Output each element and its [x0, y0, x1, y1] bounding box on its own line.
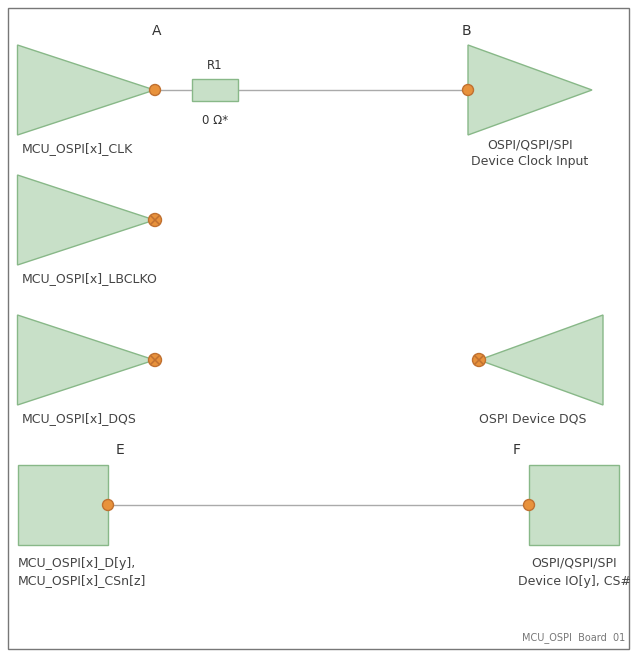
Circle shape [148, 214, 162, 227]
Polygon shape [468, 45, 592, 135]
Text: OSPI Device DQS: OSPI Device DQS [479, 412, 587, 425]
Text: MCU_OSPI[x]_CLK: MCU_OSPI[x]_CLK [22, 142, 133, 155]
Bar [529, 465, 619, 545]
Polygon shape [17, 45, 155, 135]
Polygon shape [479, 315, 603, 405]
Text: A: A [152, 24, 162, 38]
Text: R1: R1 [207, 59, 223, 72]
Polygon shape [17, 315, 155, 405]
Bar [192, 79, 238, 101]
Text: MCU_OSPI[x]_LBCLKO: MCU_OSPI[x]_LBCLKO [22, 272, 158, 285]
Circle shape [524, 499, 534, 510]
Text: OSPI/QSPI/SPI
Device Clock Input: OSPI/QSPI/SPI Device Clock Input [471, 138, 589, 168]
Text: OSPI/QSPI/SPI
Device IO[y], CS#: OSPI/QSPI/SPI Device IO[y], CS# [517, 557, 631, 587]
Bar [18, 465, 108, 545]
Polygon shape [17, 175, 155, 265]
Text: E: E [116, 443, 124, 457]
Text: F: F [513, 443, 521, 457]
Circle shape [473, 353, 485, 367]
Text: MCU_OSPI[x]_DQS: MCU_OSPI[x]_DQS [22, 412, 137, 425]
Circle shape [150, 85, 161, 95]
Text: MCU_OSPI[x]_D[y],
MCU_OSPI[x]_CSn[z]: MCU_OSPI[x]_D[y], MCU_OSPI[x]_CSn[z] [18, 557, 147, 587]
Circle shape [462, 85, 473, 95]
Circle shape [148, 353, 162, 367]
Text: MCU_OSPI  Board  01: MCU_OSPI Board 01 [522, 632, 625, 643]
Text: 0 Ω*: 0 Ω* [202, 114, 228, 127]
Text: B: B [461, 24, 471, 38]
Circle shape [103, 499, 113, 510]
